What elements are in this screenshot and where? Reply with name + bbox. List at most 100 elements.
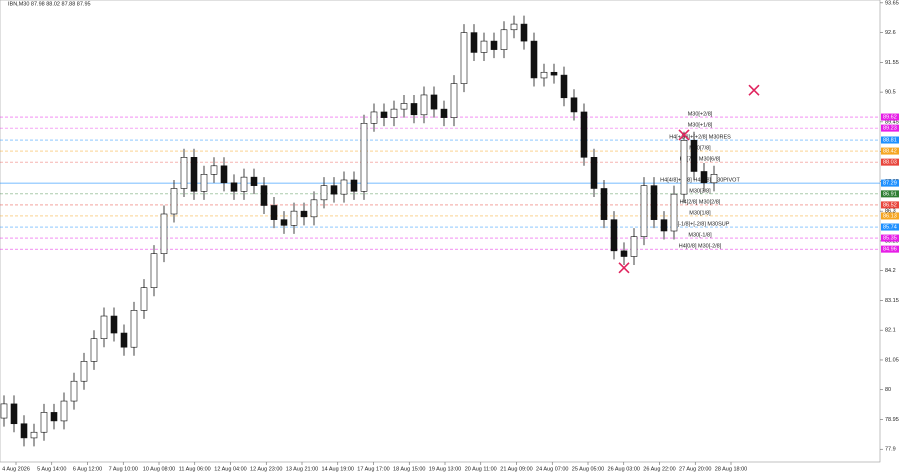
level-label: M30[+1/8] [688, 123, 713, 129]
candle-body [40, 412, 48, 433]
x-tick-label: 5 Aug 14:00 [37, 466, 66, 472]
candle-body [300, 210, 308, 218]
y-tick-label: 83.15 [885, 298, 899, 304]
x-tick-label: 13 Aug 21:00 [286, 466, 318, 472]
candle-body [70, 380, 78, 402]
candle-body [490, 40, 498, 50]
y-tick-label: 92.6 [885, 30, 896, 36]
level-price: 86.52 [883, 202, 897, 208]
candle-body [170, 188, 178, 215]
level-price: 87.29 [883, 181, 897, 187]
level-price-box [881, 212, 899, 220]
candle-body [220, 165, 228, 184]
level-price: 85.74 [883, 224, 897, 230]
candle-body [440, 108, 448, 118]
level-price-box [881, 113, 899, 121]
y-tick-label: 77.9 [885, 447, 896, 453]
x-tick-label: 25 Aug 05:00 [572, 466, 604, 472]
level-price: 86.13 [883, 213, 897, 219]
y-tick-label: 80 [885, 387, 891, 393]
level-price-box [881, 234, 899, 242]
x-tick-label: 18 Aug 15:00 [393, 466, 425, 472]
x-tick-label: 6 Aug 12:00 [73, 466, 102, 472]
x-tick-label: 21 Aug 09:00 [500, 466, 532, 472]
candle-body [190, 157, 198, 192]
x-tick-label: 19 Aug 13:00 [429, 466, 461, 472]
candle-body [450, 83, 458, 118]
level-price: 88.81 [883, 137, 897, 143]
chart-title: IBN,M30 87.98 88.02 87.88 87.95 [8, 1, 91, 7]
level-price-box [881, 190, 899, 198]
level-label: M30[-1/8] [688, 233, 712, 239]
candle-body [620, 250, 628, 257]
level-label: M30[3/8] [689, 188, 711, 194]
candle-body [80, 361, 88, 382]
candle-body [560, 74, 568, 99]
candle-body [340, 179, 348, 195]
y-tick-label: 86.3 [885, 209, 896, 215]
candle-body [280, 219, 288, 226]
candle-body [690, 140, 698, 172]
candle-body [420, 94, 428, 116]
x-tick-label: 28 Aug 18:00 [715, 466, 747, 472]
candle-body [140, 287, 148, 311]
x-tick-label: 12 Aug 04:00 [214, 466, 246, 472]
level-price-box [881, 179, 899, 187]
level-label: H4[4/8]+[4/8] H4[6/8] M30PIVOT [660, 178, 740, 184]
level-label: M30[1/8] [689, 210, 711, 216]
candle-body [580, 111, 588, 158]
candle-body [20, 423, 28, 439]
level-price-box [881, 136, 899, 144]
candle-body [380, 111, 388, 118]
candle-body [610, 219, 618, 252]
candle-body [330, 185, 338, 195]
y-tick-label: 82.1 [885, 328, 896, 334]
candle-body [520, 23, 528, 42]
x-tick-label: 17 Aug 17:00 [357, 466, 389, 472]
candle-body [100, 315, 108, 340]
candle-body [460, 32, 468, 84]
candle-body [150, 253, 158, 288]
level-price: 89.23 [883, 126, 897, 132]
candle-body [710, 174, 718, 184]
candle-body [700, 171, 708, 184]
signal-cross [748, 84, 760, 96]
candle-body [510, 23, 518, 31]
candle-body [430, 94, 438, 110]
level-label: M30[+2/8] [688, 112, 713, 118]
x-tick-label: 4 Aug 2026 [2, 466, 30, 472]
level-label: H4[+1/8]+[+2/8] M30RES [669, 134, 731, 140]
y-tick-label: 91.55 [885, 60, 899, 66]
candle-body [110, 315, 118, 334]
candle-body [470, 32, 478, 53]
candle-body [370, 111, 378, 124]
candle-body [570, 97, 578, 113]
candle-body [0, 403, 8, 419]
candle-body [120, 332, 128, 348]
signal-cross [678, 129, 690, 141]
candle-body [400, 103, 408, 110]
candle-body [200, 174, 208, 192]
x-tick-label: 12 Aug 23:00 [250, 466, 282, 472]
level-price: 84.96 [883, 247, 897, 253]
level-price: 89.62 [883, 115, 897, 121]
candle-body [290, 210, 298, 226]
x-tick-label: 26 Aug 22:00 [643, 466, 675, 472]
x-tick-label: 26 Aug 03:00 [608, 466, 640, 472]
level-price-box [881, 124, 899, 132]
y-tick-label: 84.2 [885, 268, 896, 274]
x-tick-label: 27 Aug 20:00 [679, 466, 711, 472]
x-tick-label: 11 Aug 06:00 [179, 466, 211, 472]
candle-body [390, 108, 398, 118]
candle-body [130, 310, 138, 348]
candle-body [250, 176, 258, 186]
signal-cross [618, 262, 630, 274]
candle-body [160, 213, 168, 254]
candle-body [680, 140, 688, 195]
candle-body [480, 40, 488, 53]
y-tick-label: 90.5 [885, 90, 896, 96]
candle-body [530, 40, 538, 79]
level-label: H4[0/8] M30[-2/8] [679, 244, 722, 250]
y-tick-label: 78.95 [885, 417, 899, 423]
